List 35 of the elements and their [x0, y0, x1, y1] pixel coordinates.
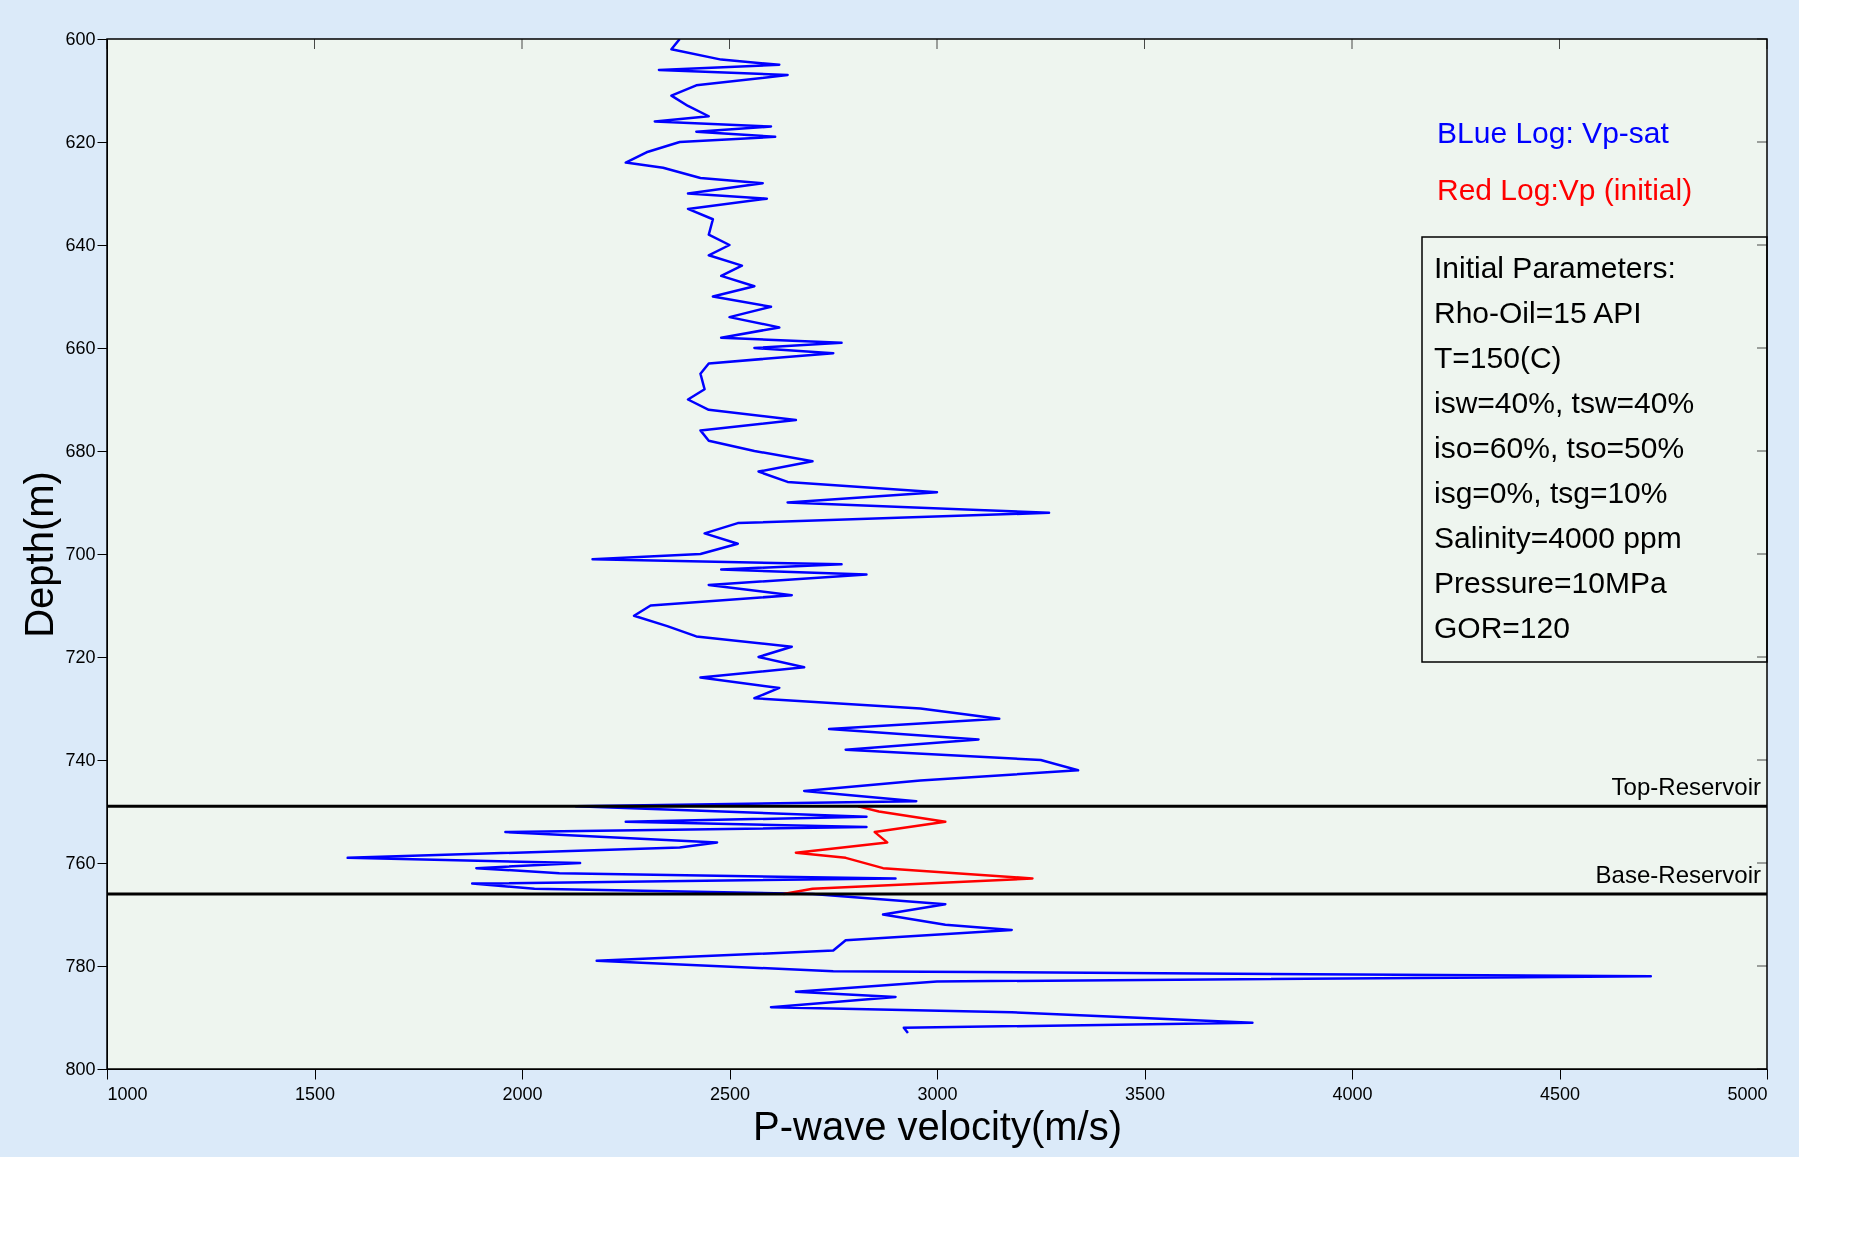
x-tick-label: 4000 — [1332, 1083, 1373, 1104]
annotation: Initial Parameters: — [1434, 251, 1676, 284]
x-tick-label: 3500 — [1124, 1083, 1166, 1104]
y-tick-label: 740 — [65, 749, 96, 770]
x-tick-label: 5000 — [1727, 1083, 1768, 1104]
x-tick-label: 1000 — [107, 1083, 148, 1104]
y-tick-label: 720 — [65, 646, 96, 667]
annotation: Pressure=10MPa — [1434, 566, 1667, 599]
y-tick-label: 660 — [65, 337, 96, 358]
y-tick-label: 780 — [65, 955, 96, 976]
annotation: isw=40%, tsw=40% — [1434, 386, 1695, 419]
ref-line-label: Base-Reservoir — [1595, 860, 1761, 888]
y-tick-label: 620 — [65, 131, 96, 152]
annotation: GOR=120 — [1434, 611, 1570, 644]
text: Red Log:Vp (initial) — [1437, 173, 1693, 206]
y-tick-label: 680 — [65, 440, 96, 461]
y-tick-label: 640 — [65, 234, 96, 255]
ref-line-label: Top-Reservoir — [1611, 773, 1761, 801]
y-tick-label: 800 — [65, 1058, 96, 1079]
y-tick-label: 700 — [65, 543, 96, 564]
annotation: Salinity=4000 ppm — [1434, 521, 1682, 554]
annotation: T=150(C) — [1434, 341, 1562, 374]
annotation: isg=0%, tsg=10% — [1434, 476, 1668, 509]
text: BLue Log: Vp-sat — [1437, 116, 1670, 149]
y-tick-label: 760 — [65, 852, 96, 873]
annotation: iso=60%, tso=50% — [1434, 431, 1685, 464]
x-axis-title: P-wave velocity(m/s) — [753, 1103, 1122, 1148]
x-tick-label: 4500 — [1539, 1083, 1581, 1104]
y-axis-title: Depth(m) — [17, 471, 62, 638]
y-tick-label: 600 — [65, 28, 96, 49]
x-tick-label: 2000 — [502, 1083, 543, 1104]
x-tick-label: 1500 — [294, 1083, 336, 1104]
x-tick-label: 2500 — [709, 1083, 751, 1104]
annotation: Rho-Oil=15 API — [1434, 296, 1642, 329]
x-tick-label: 3000 — [917, 1083, 958, 1104]
